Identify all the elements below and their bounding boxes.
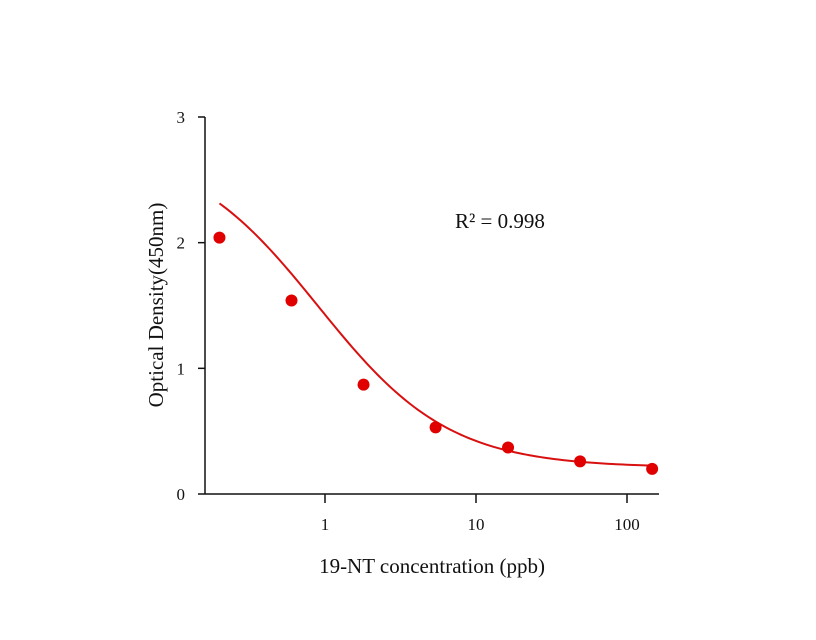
data-point — [429, 421, 442, 434]
y-tick-label: 2 — [177, 234, 186, 253]
data-point — [502, 441, 515, 454]
data-points — [213, 231, 659, 475]
x-tick-label: 10 — [468, 515, 485, 534]
x-tick-label: 1 — [321, 515, 330, 534]
x-ticks: 1 10 100 — [321, 494, 640, 534]
x-tick-label: 100 — [614, 515, 640, 534]
data-point — [646, 462, 659, 475]
data-point — [285, 294, 298, 307]
y-tick-label: 1 — [177, 359, 186, 378]
y-tick-label: 3 — [177, 108, 186, 127]
r-squared-annotation: R² = 0.998 — [455, 209, 545, 233]
data-point — [213, 231, 226, 244]
y-ticks: 0 1 2 3 — [177, 108, 205, 504]
axes — [204, 117, 659, 495]
data-point — [574, 455, 587, 468]
y-axis-label: Optical Density(450nm) — [144, 203, 168, 408]
y-tick-label: 0 — [177, 485, 186, 504]
x-axis-label: 19-NT concentration (ppb) — [319, 554, 545, 578]
data-point — [357, 378, 370, 391]
